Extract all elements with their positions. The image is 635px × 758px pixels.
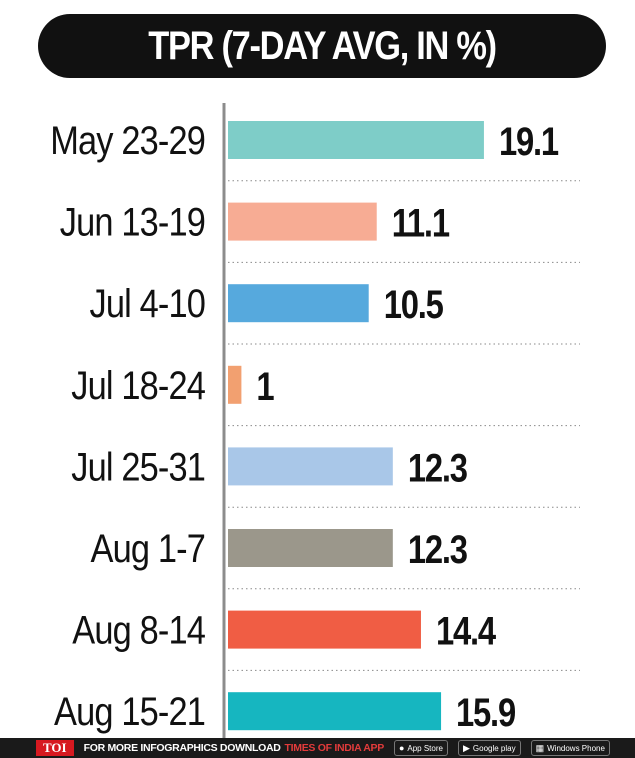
value-label: 14.4: [436, 609, 497, 654]
value-label: 12.3: [408, 527, 468, 572]
value-label: 12.3: [408, 445, 468, 490]
value-label: 10.5: [384, 282, 444, 327]
chart-title: TPR (7-DAY AVG, IN %): [148, 23, 497, 68]
category-label: Aug 8-14: [72, 607, 205, 652]
chart-title-banner: TPR (7-DAY AVG, IN %): [38, 14, 606, 78]
google-play-label: Google play: [472, 743, 516, 753]
category-label: Aug 1-7: [91, 526, 205, 571]
category-label: May 23-29: [50, 118, 205, 163]
apple-icon: ●: [398, 743, 405, 753]
category-label: Aug 15-21: [54, 689, 205, 734]
bar: [228, 284, 369, 323]
bar: [228, 121, 484, 159]
category-label: Jul 25-31: [71, 444, 205, 489]
bar: [228, 365, 242, 404]
category-label: Jun 13-19: [60, 199, 205, 244]
footer-brand: TIMES OF INDIA APP: [284, 742, 385, 754]
toi-logo: TOI: [36, 740, 74, 756]
footer-bar: TOI FOR MORE INFOGRAPHICS DOWNLOAD TIMES…: [0, 738, 635, 758]
bar: [228, 529, 393, 567]
value-label: 15.9: [456, 690, 515, 735]
value-label: 11.1: [392, 201, 450, 246]
bar: [228, 692, 442, 731]
category-label: Jul 18-24: [71, 362, 205, 407]
app-store-label: App Store: [407, 743, 443, 753]
category-label: Jul 4-10: [90, 281, 206, 326]
windows-phone-label: Windows Phone: [547, 743, 605, 753]
google-play-badge[interactable]: ▶ Google play: [457, 740, 521, 756]
value-label: 19.1: [499, 119, 559, 164]
windows-phone-badge[interactable]: ▦ Windows Phone: [530, 740, 610, 756]
windows-icon: ▦: [535, 742, 545, 753]
value-label: 1: [256, 364, 274, 409]
bar: [228, 610, 421, 649]
bar: [228, 447, 393, 486]
bar-chart: May 23-29 19.1 Jun 13-19 11.1 Jul 4-10 10.5 Ju…: [50, 103, 580, 738]
footer-text: FOR MORE INFOGRAPHICS DOWNLOAD: [83, 742, 281, 754]
bar: [228, 202, 377, 241]
app-store-badge[interactable]: ● App Store: [393, 740, 448, 756]
play-icon: ▶: [462, 742, 470, 753]
